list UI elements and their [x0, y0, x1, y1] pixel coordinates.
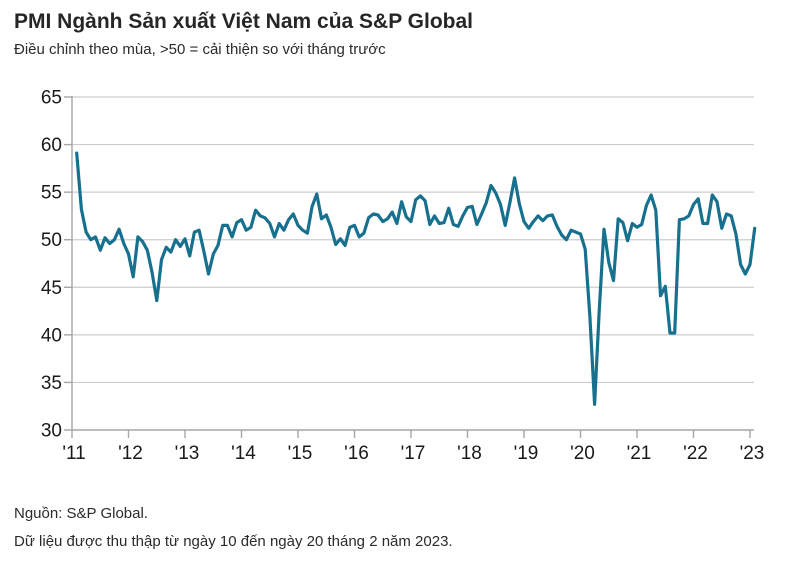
x-tick-label-16: '16: [344, 443, 369, 464]
series: [75, 151, 757, 406]
y-axis-labels: 30 35 40 45 50 55 60 65: [41, 88, 62, 442]
chart-header: PMI Ngành Sản xuất Việt Nam của S&P Glob…: [0, 0, 795, 85]
note-text: Dữ liệu được thu thập từ ngày 10 đến ngà…: [14, 533, 453, 550]
x-tick-label-21: '21: [627, 443, 652, 464]
x-tick-label-19: '19: [514, 443, 539, 464]
y-tick-label-40: 40: [41, 325, 62, 346]
x-tick-label-11: '11: [62, 443, 85, 464]
y-tick-label-50: 50: [41, 230, 62, 251]
y-tick-label-55: 55: [41, 183, 62, 204]
x-tick-label-22: '22: [683, 443, 708, 464]
x-tick-label-12: '12: [118, 443, 143, 464]
x-tick-label-14: '14: [231, 443, 256, 464]
x-tick-label-15: '15: [288, 443, 313, 464]
x-tick-label-18: '18: [457, 443, 482, 464]
y-tick-label-65: 65: [41, 88, 62, 109]
chart-title: PMI Ngành Sản xuất Việt Nam của S&P Glob…: [14, 10, 474, 33]
y-tick-label-30: 30: [41, 421, 62, 442]
x-tick-label-23: '23: [740, 443, 765, 464]
source-text: Nguồn: S&P Global.: [14, 505, 148, 522]
x-tick-label-20: '20: [570, 443, 595, 464]
y-tick-label-35: 35: [41, 373, 62, 394]
pmi-line-chart: 30 35 40 45 50 55 60 65 '11 '12 '13 '14 '15 '16 '17 '18…: [41, 88, 765, 465]
axes: [71, 96, 754, 431]
tick-marks: [64, 96, 751, 438]
x-axis-labels: '11 '12 '13 '14 '15 '16 '17 '18 '19 '20 '21 '22 '23: [62, 443, 764, 464]
x-tick-label-13: '13: [175, 443, 200, 464]
x-tick-label-17: '17: [401, 443, 426, 464]
pmi-line: [75, 151, 757, 406]
chart-subtitle: Điều chỉnh theo mùa, >50 = cải thiện so …: [14, 41, 386, 58]
y-tick-label-60: 60: [41, 135, 62, 156]
chart-footer: Nguồn: S&P Global. Dữ liệu được thu thập…: [0, 504, 795, 551]
y-tick-label-45: 45: [41, 278, 62, 299]
